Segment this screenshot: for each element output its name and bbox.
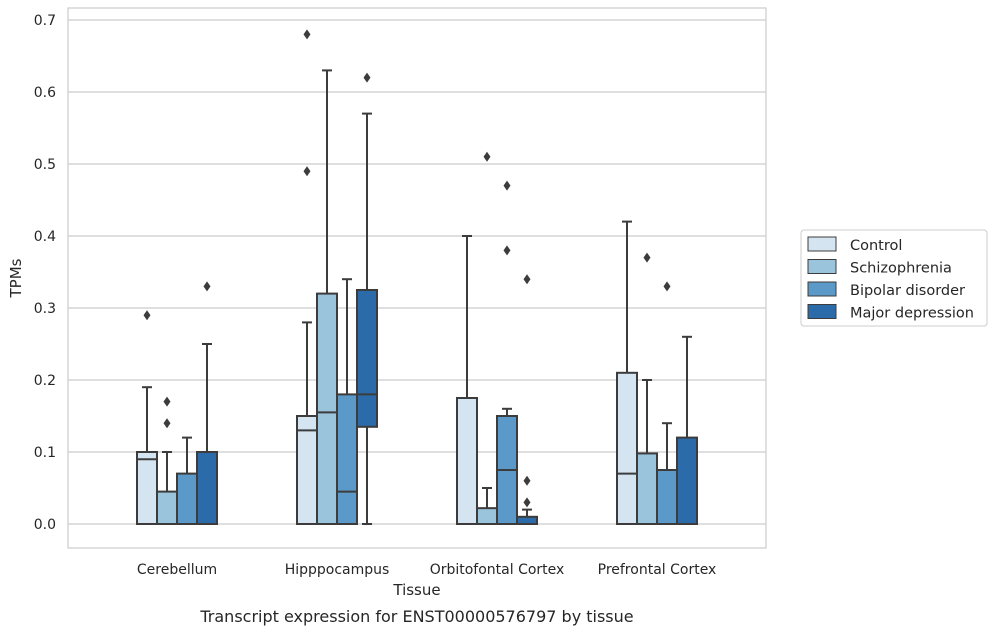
outlier-point	[643, 252, 651, 263]
box	[676, 436, 698, 526]
box-series	[136, 29, 698, 526]
outlier-point	[163, 418, 171, 429]
outlier-point	[523, 274, 531, 285]
outlier-point	[303, 29, 311, 40]
box	[636, 452, 658, 525]
y-tick-label: 0.3	[34, 301, 56, 317]
box-control	[616, 220, 638, 525]
box	[136, 451, 158, 525]
box-schizophrenia	[636, 252, 658, 525]
box	[156, 490, 178, 526]
y-axis-label: TPMs	[7, 258, 25, 298]
legend-label: Control	[850, 238, 902, 254]
box-schizophrenia	[316, 69, 338, 525]
outlier-point	[523, 497, 531, 508]
x-tick-label: Cerebellum	[137, 562, 217, 578]
x-axis-label: Tissue	[392, 581, 440, 599]
legend-label: Schizophrenia	[850, 261, 952, 277]
y-tick-label: 0.2	[34, 373, 56, 389]
box	[196, 451, 218, 525]
legend-swatch	[807, 259, 837, 274]
y-tick-label: 0.6	[34, 85, 56, 101]
box-major-depression	[676, 335, 698, 526]
y-tick-label: 0.1	[34, 445, 56, 461]
outlier-point	[483, 151, 491, 162]
legend-label: Bipolar disorder	[850, 283, 965, 299]
box-bipolar-disorder	[496, 180, 518, 525]
box	[476, 507, 498, 526]
outlier-point	[163, 396, 171, 407]
outlier-point	[663, 281, 671, 292]
box	[456, 397, 478, 525]
box	[296, 415, 318, 525]
legend-swatch	[807, 304, 837, 319]
x-tick-label: Prefrontal Cortex	[598, 562, 717, 578]
legend-label: Major depression	[850, 306, 974, 322]
x-tick-labels: Cerebellum Hipppocampus Orbitofontal Corte…	[137, 562, 716, 578]
y-tick-labels: 0.0 0.1 0.2 0.3 0.4 0.5 0.6 0.7	[34, 13, 56, 533]
box-control	[136, 310, 158, 525]
box-major-depression	[356, 72, 378, 525]
outlier-point	[363, 72, 371, 83]
box-bipolar-disorder	[336, 278, 358, 525]
y-tick-label: 0.4	[34, 229, 56, 245]
box-schizophrenia	[476, 151, 498, 526]
outlier-point	[503, 245, 511, 256]
outlier-point	[503, 180, 511, 191]
outlier-point	[203, 281, 211, 292]
legend-swatch	[807, 281, 837, 297]
box-major-depression	[516, 274, 538, 525]
outlier-point	[523, 475, 531, 486]
box	[356, 289, 378, 428]
x-tick-label: Hipppocampus	[285, 562, 390, 578]
box-schizophrenia	[156, 396, 178, 526]
box	[316, 292, 338, 525]
legend-swatch	[807, 236, 837, 252]
box	[336, 393, 358, 525]
box-control	[456, 235, 478, 525]
box-control	[296, 29, 318, 525]
plot-frame	[67, 7, 767, 549]
box	[176, 472, 198, 526]
plot-area	[68, 8, 766, 548]
chart-caption: Transcript expression for ENST0000057679…	[199, 607, 633, 626]
box	[616, 371, 638, 525]
y-tick-label: 0.7	[34, 13, 56, 29]
legend-frame	[800, 229, 988, 327]
y-tick-label: 0.5	[34, 157, 56, 173]
y-tick-label: 0.0	[34, 517, 56, 533]
outlier-point	[143, 310, 151, 321]
box-major-depression	[196, 281, 218, 525]
legend: Control Schizophrenia Bipolar disorder Majo…	[800, 229, 988, 327]
x-tick-label: Orbitofontal Cortex	[430, 562, 565, 578]
box	[656, 469, 678, 525]
box-bipolar-disorder	[656, 281, 678, 525]
outlier-point	[303, 166, 311, 177]
grid-lines	[68, 19, 766, 525]
box	[516, 515, 538, 525]
